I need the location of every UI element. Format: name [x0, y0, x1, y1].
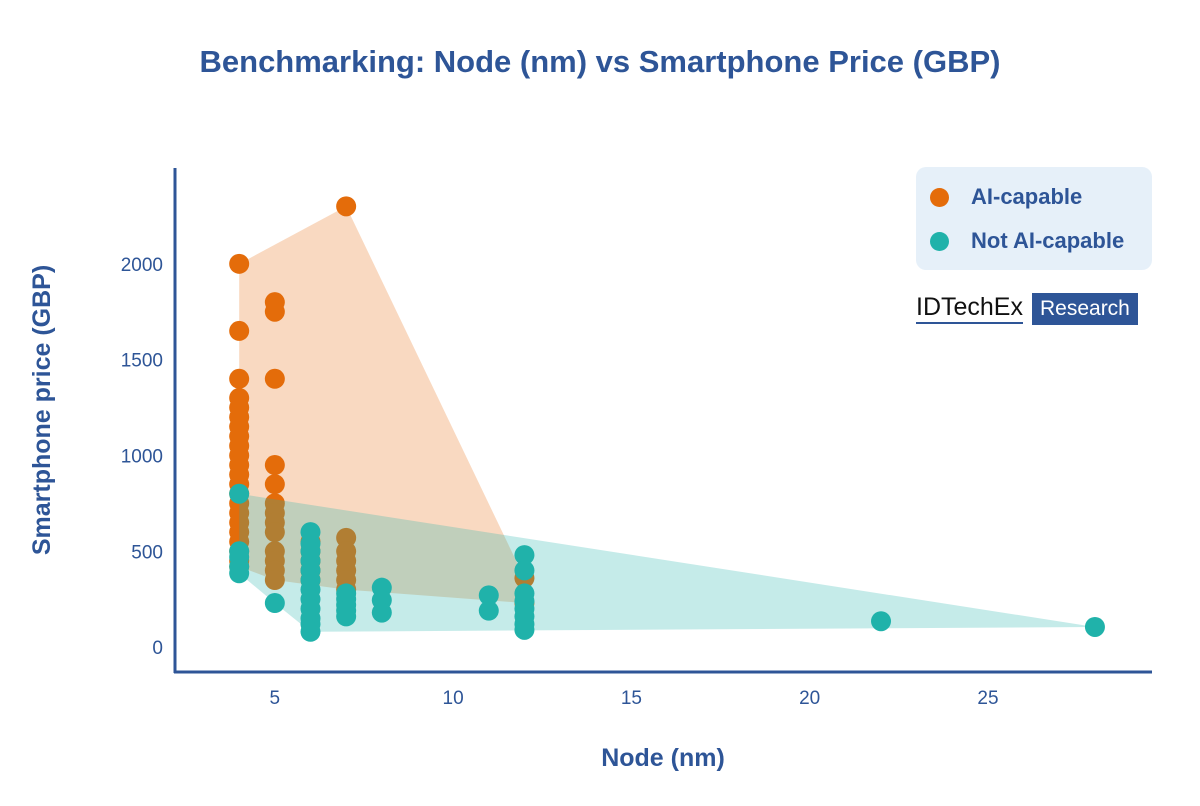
data-point[interactable] — [229, 320, 250, 341]
data-point[interactable] — [229, 253, 250, 274]
data-point[interactable] — [871, 611, 892, 632]
legend-label: Not AI-capable — [971, 228, 1125, 253]
logo-text: IDTechEx — [916, 293, 1023, 324]
data-point[interactable] — [478, 585, 499, 606]
data-point[interactable] — [264, 301, 285, 322]
y-tick-label: 1000 — [121, 446, 163, 467]
y-tick-label: 2000 — [121, 255, 163, 276]
data-point[interactable] — [336, 196, 357, 217]
data-point[interactable] — [514, 545, 535, 566]
x-tick-label: 20 — [799, 688, 820, 709]
convex-hull-area — [239, 493, 1095, 632]
data-point[interactable] — [264, 593, 285, 614]
data-point[interactable] — [264, 455, 285, 476]
y-axis-label: Smartphone price (GBP) — [28, 265, 56, 555]
convex-hull-area — [239, 206, 525, 604]
data-point[interactable] — [264, 474, 285, 495]
data-point[interactable] — [229, 563, 250, 584]
data-point[interactable] — [478, 600, 499, 621]
y-tick-label: 500 — [131, 542, 163, 563]
data-point[interactable] — [336, 606, 357, 627]
legend-marker-icon — [930, 231, 949, 251]
data-point[interactable] — [300, 621, 321, 642]
x-tick-label: 25 — [977, 688, 998, 709]
data-point[interactable] — [229, 483, 250, 504]
data-point[interactable] — [1084, 616, 1105, 637]
logo-badge: Research — [1031, 293, 1138, 325]
x-axis-label: Node (nm) — [601, 744, 725, 772]
legend: AI-capable Not AI-capable — [916, 167, 1152, 270]
data-point[interactable] — [229, 368, 250, 389]
legend-item-ai-capable[interactable]: AI-capable — [930, 184, 1082, 210]
series-not-ai-capable — [229, 483, 1105, 642]
data-point[interactable] — [514, 560, 535, 581]
data-point[interactable] — [264, 368, 285, 389]
data-point[interactable] — [514, 619, 535, 640]
data-point[interactable] — [264, 570, 285, 591]
x-tick-label: 10 — [443, 688, 464, 709]
idtechex-logo: IDTechEx Research — [916, 293, 1138, 325]
legend-label: AI-capable — [971, 184, 1083, 209]
data-point[interactable] — [371, 602, 392, 623]
x-tick-label: 5 — [270, 688, 281, 709]
x-tick-label: 15 — [621, 688, 642, 709]
data-point[interactable] — [264, 522, 285, 543]
y-tick-label: 0 — [152, 638, 163, 659]
chart-title: Benchmarking: Node (nm) vs Smartphone Pr… — [199, 44, 1001, 79]
legend-marker-icon — [930, 187, 949, 207]
y-tick-label: 1500 — [121, 351, 163, 372]
legend-item-not-ai-capable[interactable]: Not AI-capable — [930, 228, 1124, 254]
